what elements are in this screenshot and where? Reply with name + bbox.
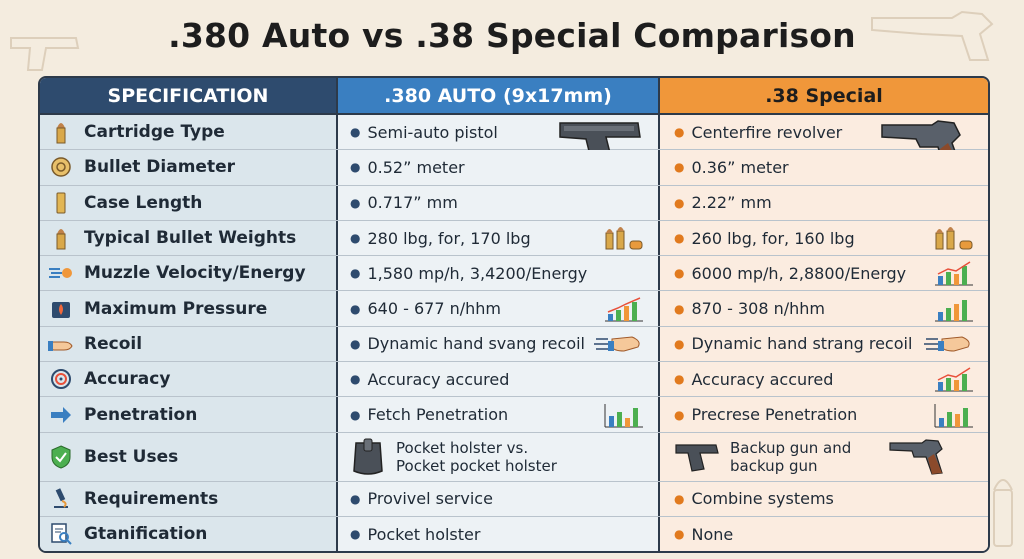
holster-icon: [350, 437, 386, 477]
table-row: Typical Bullet Weights ● 280 lbg, for, 17…: [40, 220, 988, 257]
table-row: Bullet Diameter ● 0.52” meter ● 0.36” mete…: [40, 150, 988, 186]
header-380-auto: .380 AUTO (9x17mm): [338, 78, 660, 113]
table-row: Muzzle Velocity/Energy ● 1,580 mp/h, 3,42…: [40, 256, 988, 292]
bullet-diameter-icon: [48, 154, 74, 180]
background-revolver-icon: [871, 10, 994, 61]
cartridge-icon: [48, 225, 74, 251]
bullets-icon: [604, 225, 644, 251]
pistol-icon: [674, 441, 720, 473]
revolver-icon: [889, 439, 943, 475]
bar-chart-icon: [934, 366, 974, 392]
recoil-hand-icon: [924, 331, 974, 357]
bar-chart-icon: [604, 402, 644, 428]
bar-chart-icon: [934, 402, 974, 428]
background-pistol-icon: [10, 37, 80, 71]
header-specification: SPECIFICATION: [40, 78, 338, 113]
table-row: Accuracy ● Accuracy accured ● Accuracy acc…: [40, 362, 988, 398]
background-bullets-icon: [993, 479, 1013, 547]
hand-icon: [48, 331, 74, 357]
table-row: Best Uses Pocket holster vs. Pocket pock…: [40, 432, 988, 482]
table-row: Requirements ● Provivel service ● Combine …: [40, 481, 988, 517]
page-title: .380 Auto vs .38 Special Comparison: [168, 16, 856, 55]
table-row: Case Length ● 0.717” mm ● 2.22” mm: [40, 185, 988, 221]
bullets-icon: [934, 225, 974, 251]
bar-chart-icon: [934, 296, 974, 322]
bar-chart-icon: [604, 296, 644, 322]
header-38-special: .38 Special: [660, 78, 988, 113]
document-search-icon: [48, 521, 74, 547]
microscope-icon: [48, 486, 74, 512]
bar-chart-icon: [934, 260, 974, 286]
shield-check-icon: [48, 444, 74, 470]
table-row: Penetration ● Fetch Penetration ● Precrese…: [40, 397, 988, 433]
case-icon: [48, 190, 74, 216]
table-row: Gtanification ● Pocket holster ● None: [40, 516, 988, 552]
pressure-icon: [48, 296, 74, 322]
target-icon: [48, 366, 74, 392]
cartridge-icon: [48, 119, 74, 145]
arrow-right-icon: [48, 402, 74, 428]
table-row: Maximum Pressure ● 640 - 677 n/hhm ● 870 -…: [40, 291, 988, 327]
table-header-row: SPECIFICATION .380 AUTO (9x17mm) .38 Spe…: [40, 78, 988, 115]
row-label: Cartridge Type: [84, 122, 225, 143]
table-row: Cartridge Type ● Semi-auto pistol ● Center…: [40, 115, 988, 174]
comparison-table: SPECIFICATION .380 AUTO (9x17mm) .38 Spe…: [38, 76, 990, 554]
table-row: Recoil ● Dynamic hand svang recoil ● Dynam…: [40, 326, 988, 363]
recoil-hand-icon: [594, 331, 644, 357]
velocity-icon: [48, 260, 74, 286]
